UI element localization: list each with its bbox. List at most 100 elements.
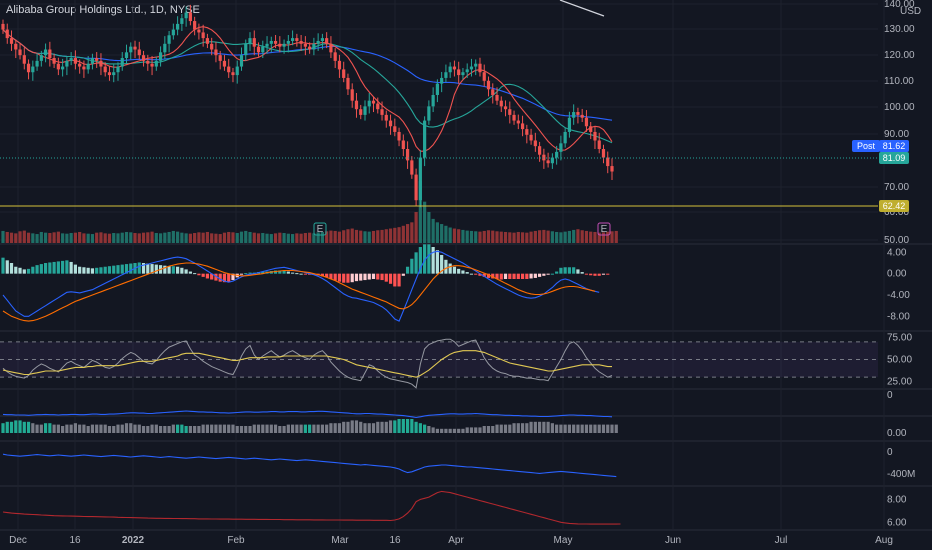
price-axis-tick: 90.00 xyxy=(884,129,909,140)
candle-body xyxy=(129,46,133,53)
volume-bar xyxy=(18,231,22,243)
volume-bar xyxy=(112,233,116,243)
indicator-5-bar xyxy=(520,423,525,433)
candle-body xyxy=(512,114,516,121)
time-axis-tick: Dec xyxy=(9,535,27,546)
macd-histogram-bar xyxy=(137,262,141,274)
candle-body xyxy=(448,66,452,73)
volume-bar xyxy=(227,231,231,243)
indicator-5-bar xyxy=(410,419,414,433)
rsi-axis-tick: 50.00 xyxy=(887,355,912,366)
time-axis-tick: 16 xyxy=(69,535,81,546)
indicator-5-bar xyxy=(61,426,65,433)
indicator-5-bar xyxy=(158,426,163,433)
candle-body xyxy=(61,66,65,70)
volume-bar xyxy=(320,231,325,243)
candle-body xyxy=(35,60,39,67)
volume-bar xyxy=(414,212,418,243)
indicator-5-bar xyxy=(171,424,175,433)
volume-bar xyxy=(457,229,461,243)
rsi-line xyxy=(2,338,613,389)
indicator-5-bar xyxy=(584,424,589,433)
volume-bar xyxy=(491,230,495,243)
macd-histogram-bar xyxy=(359,273,363,281)
earnings-marker-label: E xyxy=(317,224,324,235)
volume-bar xyxy=(516,231,520,243)
candle-body xyxy=(65,60,69,67)
macd-histogram-bar xyxy=(529,273,533,279)
indicator-5-bar xyxy=(103,424,107,433)
indicator-4-axis-tick: 0 xyxy=(887,390,893,401)
indicator-5-bar xyxy=(290,424,295,433)
macd-histogram-bar xyxy=(474,273,478,275)
candle-body xyxy=(56,63,60,70)
macd-histogram-bar xyxy=(252,272,256,274)
indicator-5-bar xyxy=(337,423,342,433)
macd-histogram-bar xyxy=(593,273,597,276)
candle-body xyxy=(188,12,192,22)
volume-bar xyxy=(231,232,235,243)
volume-bar xyxy=(538,230,542,243)
indicator-5-bar xyxy=(325,424,329,433)
candle-body xyxy=(158,52,163,61)
indicator-5-bar xyxy=(286,424,290,433)
candle-body xyxy=(427,106,431,121)
indicator-5-bar xyxy=(533,421,537,433)
candle-body xyxy=(146,60,150,64)
volume-bar xyxy=(103,233,107,243)
indicator-5-bar xyxy=(320,424,325,433)
post-price-value: 81.62 xyxy=(883,141,906,151)
indicator-5-bar xyxy=(124,423,129,433)
candle-body xyxy=(214,49,218,56)
macd-histogram-bar xyxy=(550,273,554,275)
indicator-5-bar xyxy=(82,424,86,433)
macd-histogram-bar xyxy=(567,267,572,274)
macd-histogram-bar xyxy=(350,273,354,283)
macd-histogram-bar xyxy=(103,266,107,274)
macd-histogram-bar xyxy=(546,273,550,275)
indicator-5-bar xyxy=(435,428,439,433)
indicator-6-axis-tick: 0 xyxy=(887,447,893,458)
candle-body xyxy=(491,89,495,95)
indicator-5-bar xyxy=(214,424,218,433)
candle-body xyxy=(31,66,35,73)
volume-bar xyxy=(116,233,120,243)
volume-bar xyxy=(265,233,269,243)
indicator-5-bar xyxy=(333,423,337,433)
volume-bar xyxy=(359,230,363,243)
price-axis-tick: 120.00 xyxy=(884,50,915,61)
volume-bar xyxy=(193,233,197,243)
candle-body xyxy=(1,23,5,30)
volume-bar xyxy=(5,231,9,243)
macd-histogram-bar xyxy=(180,267,184,274)
indicator-5-bar xyxy=(593,424,597,433)
horizontal-level-badge xyxy=(879,200,909,212)
volume-bar xyxy=(614,230,618,243)
candle-body xyxy=(43,49,48,56)
candle-body xyxy=(73,58,77,64)
indicator-5-bar xyxy=(86,426,90,433)
volume-bar xyxy=(559,232,563,243)
candle-body xyxy=(444,72,448,78)
candle-body xyxy=(39,55,43,61)
indicator-5-bar xyxy=(9,421,14,433)
volume-bar xyxy=(589,231,593,243)
candle-body xyxy=(9,38,14,44)
macd-histogram-bar xyxy=(584,273,589,275)
volume-bar xyxy=(380,229,384,243)
post-label: Post xyxy=(857,141,876,151)
volume-bar xyxy=(397,227,401,243)
volume-bar xyxy=(35,234,39,243)
indicator-5-bar xyxy=(99,424,103,433)
macd-histogram-bar xyxy=(218,273,222,282)
candle-body xyxy=(325,38,329,44)
macd-histogram-bar xyxy=(478,273,482,276)
indicator-5-bar xyxy=(133,424,137,433)
indicator-5-bar xyxy=(448,428,452,433)
volume-bar xyxy=(367,231,371,243)
macd-histogram-bar xyxy=(452,266,457,274)
candle-body xyxy=(384,114,388,121)
volume-bar xyxy=(99,232,103,243)
macd-histogram-bar xyxy=(533,273,537,278)
